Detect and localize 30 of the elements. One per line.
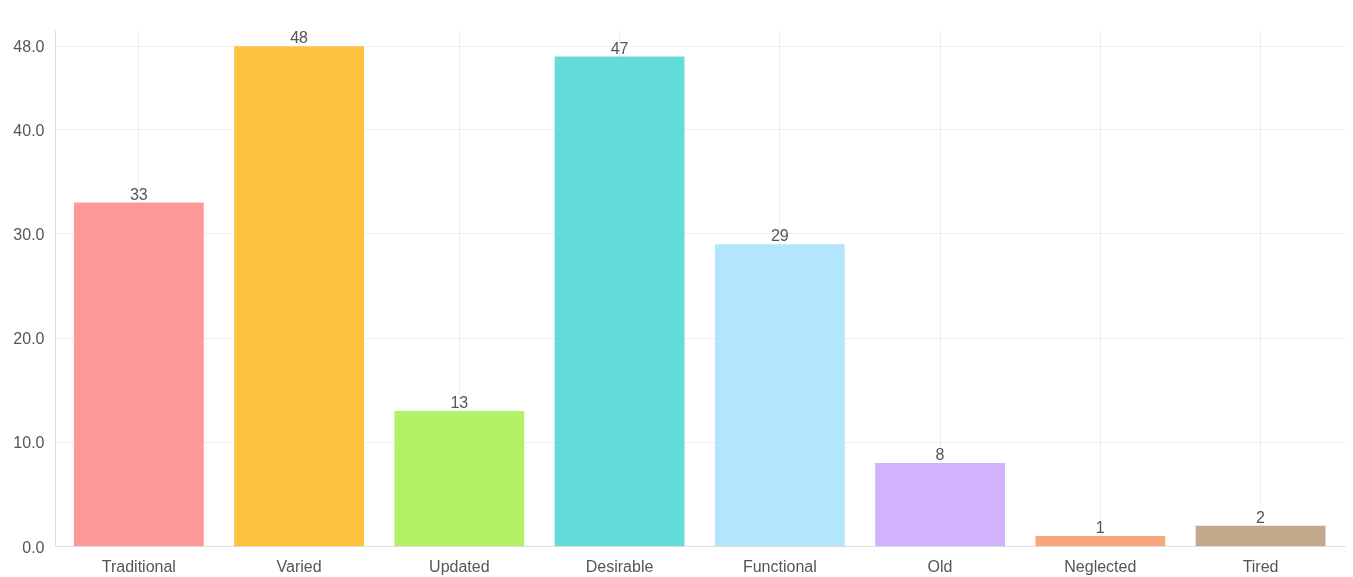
bar — [234, 46, 364, 547]
x-tick-label: Functional — [742, 557, 817, 575]
x-tick-label: Updated — [429, 557, 490, 575]
x-tick-label: Neglected — [1064, 557, 1137, 575]
x-tick-label: Desirable — [585, 557, 654, 575]
data-label: 8 — [935, 446, 945, 464]
y-tick-label: 30.0 — [13, 225, 45, 243]
bar — [394, 410, 525, 547]
data-label: 47 — [610, 39, 629, 57]
x-tick-label: Traditional — [101, 557, 176, 575]
y-tick-label: 0.0 — [22, 538, 45, 556]
bar — [875, 463, 1005, 547]
bar — [554, 56, 685, 547]
y-tick-label: 40.0 — [13, 121, 45, 139]
data-label: 33 — [129, 185, 148, 203]
data-label: 2 — [1256, 508, 1266, 526]
data-label: 29 — [770, 227, 789, 245]
bar — [714, 244, 845, 547]
data-label: 48 — [290, 29, 309, 47]
x-tick-label: Tired — [1242, 557, 1279, 575]
data-label: 13 — [450, 393, 469, 411]
bar — [1195, 525, 1326, 547]
y-tick-label: 10.0 — [13, 434, 45, 452]
data-label: 1 — [1095, 519, 1105, 537]
y-tick-label: 20.0 — [13, 330, 45, 348]
x-tick-label: Varied — [276, 557, 322, 575]
y-tick-label: 48.0 — [13, 38, 45, 56]
bar — [1035, 536, 1166, 547]
bar — [73, 202, 204, 547]
x-tick-label: Old — [927, 557, 953, 575]
